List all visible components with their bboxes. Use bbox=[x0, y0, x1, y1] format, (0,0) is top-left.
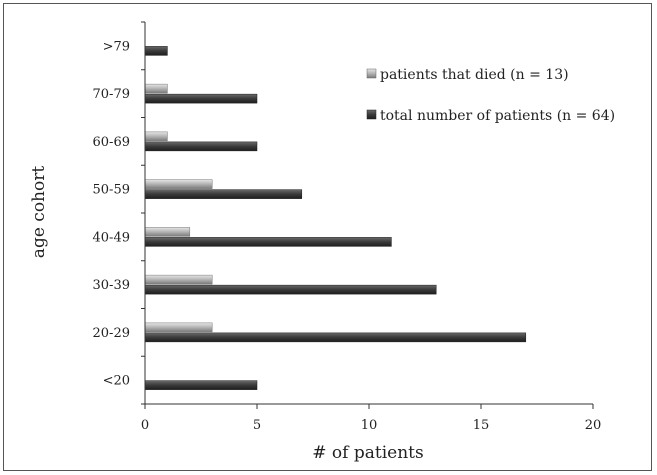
y-tick-label: 60-69 bbox=[93, 135, 130, 150]
chart-frame bbox=[3, 3, 652, 471]
bar-died-70-79 bbox=[144, 83, 168, 94]
bar-total-20-29 bbox=[144, 332, 527, 343]
y-axis-title: age cohort bbox=[29, 166, 49, 259]
bar-total-30-39 bbox=[144, 284, 437, 295]
legend-label-died: patients that died (n = 13) bbox=[380, 67, 569, 83]
bar-total-50-59 bbox=[144, 189, 303, 199]
x-axis-title: # of patients bbox=[312, 443, 423, 463]
y-tick-label: <20 bbox=[103, 374, 130, 389]
legend: patients that died (n = 13) total number… bbox=[366, 67, 615, 124]
y-tick-label: 70-79 bbox=[93, 87, 130, 102]
bar-died-30-39 bbox=[144, 274, 213, 285]
legend-swatch-died bbox=[366, 68, 377, 79]
y-tick-label: >79 bbox=[103, 39, 130, 54]
x-tick-label: 5 bbox=[253, 418, 261, 433]
y-ticks-group: <20 20-29 30-39 40-49 50-59 60-69 70-79 >79 bbox=[93, 21, 145, 405]
x-tick-label: 10 bbox=[361, 418, 378, 433]
legend-label-total: total number of patients (n = 64) bbox=[380, 108, 615, 124]
y-tick-label: 50-59 bbox=[93, 183, 130, 198]
x-tick-label: 20 bbox=[585, 418, 602, 433]
bar-total-40-49 bbox=[144, 237, 392, 247]
bar-total-<20 bbox=[144, 380, 258, 390]
x-ticks-group: 0 5 10 15 20 bbox=[141, 404, 601, 433]
y-tick-label: 30-39 bbox=[93, 278, 130, 293]
bar-total-60-69 bbox=[144, 141, 258, 152]
bar-died-20-29 bbox=[144, 322, 213, 333]
bar-died-50-59 bbox=[144, 179, 213, 189]
bar-total->79 bbox=[144, 46, 168, 56]
bars-group bbox=[144, 46, 527, 390]
y-tick-label: 20-29 bbox=[93, 326, 130, 341]
x-tick-label: 15 bbox=[473, 418, 490, 433]
y-tick-label: 40-49 bbox=[93, 230, 130, 245]
bar-total-70-79 bbox=[144, 93, 258, 104]
legend-swatch-total bbox=[366, 109, 377, 120]
x-tick-label: 0 bbox=[141, 418, 149, 433]
bar-died-60-69 bbox=[144, 131, 168, 142]
bar-died-40-49 bbox=[144, 227, 191, 237]
